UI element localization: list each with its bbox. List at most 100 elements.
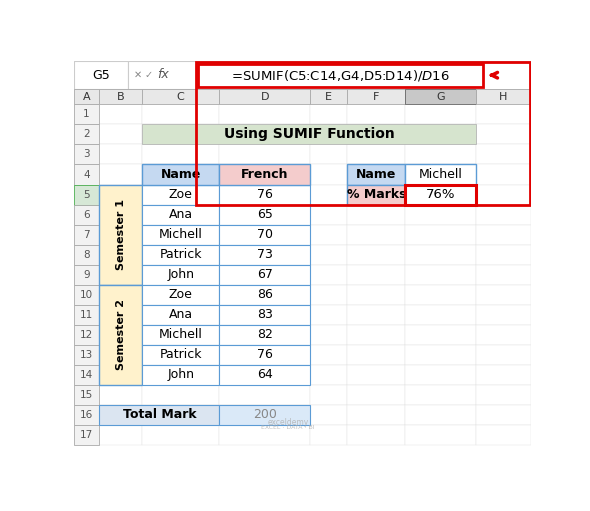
Bar [142, 204, 219, 224]
Bar [405, 345, 476, 365]
Bar [476, 89, 531, 104]
Text: 11: 11 [80, 310, 93, 320]
Bar [99, 204, 142, 224]
Bar [74, 385, 99, 405]
Bar [219, 204, 310, 224]
Bar [219, 285, 310, 305]
Bar [74, 145, 99, 165]
Text: 1: 1 [83, 109, 90, 120]
Bar [74, 204, 99, 224]
Bar [74, 89, 99, 104]
Bar [310, 245, 348, 265]
Bar [99, 125, 142, 145]
Bar [219, 204, 310, 224]
Bar [348, 285, 405, 305]
Text: Name: Name [356, 168, 396, 181]
Bar [219, 224, 310, 245]
Bar [476, 125, 531, 145]
Text: D: D [261, 92, 269, 102]
Bar [196, 62, 530, 204]
Bar [219, 324, 310, 345]
Bar [405, 324, 476, 345]
Bar [219, 305, 310, 324]
Bar [74, 61, 531, 89]
Bar [405, 405, 476, 425]
Bar [99, 89, 142, 104]
Text: 6: 6 [83, 210, 90, 220]
Text: ✓: ✓ [145, 70, 152, 80]
Bar [405, 89, 476, 104]
Text: % Marks: % Marks [347, 188, 406, 201]
Bar [310, 125, 348, 145]
Text: 76: 76 [257, 188, 273, 201]
Bar [405, 184, 476, 204]
Bar [74, 405, 99, 425]
Bar [219, 245, 310, 265]
Bar [348, 345, 405, 365]
Bar [74, 345, 99, 365]
Bar [405, 104, 476, 125]
Bar [219, 104, 310, 125]
Bar [142, 165, 219, 184]
Text: 15: 15 [80, 390, 93, 400]
Text: exceldemy: exceldemy [267, 418, 309, 427]
Text: John: John [167, 368, 194, 381]
Bar [405, 245, 476, 265]
Text: John: John [167, 268, 194, 281]
Bar [142, 265, 219, 285]
Text: Ana: Ana [169, 208, 193, 221]
Bar [198, 64, 483, 87]
Bar [128, 61, 198, 89]
Text: French: French [241, 168, 289, 181]
Bar [348, 365, 405, 385]
Bar [74, 425, 99, 445]
Bar [476, 104, 531, 125]
Text: 5: 5 [83, 190, 90, 199]
Bar [142, 204, 219, 224]
Text: E: E [325, 92, 332, 102]
Bar [476, 245, 531, 265]
Bar [219, 224, 310, 245]
Bar [310, 345, 348, 365]
Bar [405, 365, 476, 385]
Bar [476, 365, 531, 385]
Bar [99, 405, 219, 425]
Text: 76: 76 [257, 348, 273, 361]
Bar [476, 285, 531, 305]
Bar [219, 324, 310, 345]
Text: G: G [437, 92, 445, 102]
Bar [348, 89, 405, 104]
Bar [99, 184, 142, 204]
Bar [142, 405, 219, 425]
Text: 70: 70 [257, 228, 273, 241]
Bar [310, 324, 348, 345]
Bar [219, 125, 310, 145]
Bar [348, 184, 405, 204]
Bar [74, 165, 99, 184]
Bar [310, 405, 348, 425]
Bar [476, 145, 531, 165]
Bar [348, 184, 405, 204]
Bar [99, 305, 142, 324]
Bar [476, 204, 531, 224]
Bar [142, 345, 219, 365]
Bar [142, 285, 219, 305]
Bar [219, 265, 310, 285]
Bar [348, 224, 405, 245]
Bar [476, 184, 531, 204]
Bar [219, 89, 310, 104]
Bar [476, 385, 531, 405]
Bar [219, 405, 310, 425]
Bar [142, 89, 219, 104]
Bar [142, 125, 476, 145]
Bar [476, 165, 531, 184]
Bar [142, 345, 219, 365]
Text: Michell: Michell [159, 328, 202, 341]
Bar [405, 305, 476, 324]
Bar [99, 324, 142, 345]
Bar [310, 104, 348, 125]
Bar [219, 425, 310, 445]
Bar [348, 425, 405, 445]
Bar [310, 224, 348, 245]
Bar [99, 245, 142, 265]
